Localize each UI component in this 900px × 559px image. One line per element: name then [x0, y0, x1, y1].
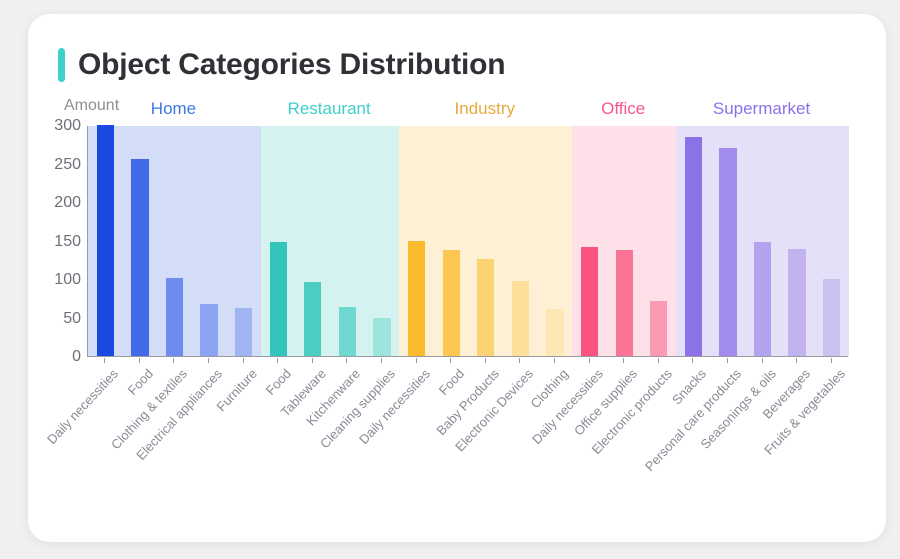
y-axis-tick-label: 300: [54, 117, 81, 134]
bar[interactable]: [788, 248, 806, 356]
x-axis-tick-mark: [727, 358, 728, 363]
group-label-restaurant: Restaurant: [287, 99, 371, 118]
bar[interactable]: [442, 249, 460, 356]
x-axis-tick-mark: [208, 358, 209, 363]
x-axis-tick-mark: [346, 358, 347, 363]
title-accent-bar: [58, 48, 65, 82]
chart-card: Object Categories Distribution Amount 0 5…: [28, 14, 886, 542]
bar-chart: Amount 0 50 100 150 200 250 300 Home Restaurant…: [28, 14, 886, 542]
x-axis-tick-mark: [173, 358, 174, 363]
group-label-office: Office: [601, 99, 646, 118]
y-axis-tick-label: 200: [54, 194, 81, 211]
bar[interactable]: [373, 317, 391, 356]
x-axis-tick-mark: [104, 358, 105, 363]
x-axis-tick-mark: [658, 358, 659, 363]
x-axis-tick-mark: [485, 358, 486, 363]
x-axis-tick-mark: [796, 358, 797, 363]
bar[interactable]: [269, 242, 287, 356]
group-label-supermarket: Supermarket: [712, 99, 811, 118]
x-axis-tick-mark: [589, 358, 590, 363]
y-axis-tick-label: 100: [54, 271, 81, 288]
x-axis-tick-mark: [623, 358, 624, 363]
page-title: Object Categories Distribution: [78, 48, 506, 81]
x-axis-tick-mark: [416, 358, 417, 363]
bar[interactable]: [823, 279, 841, 356]
x-axis-tick-label: Food: [263, 366, 295, 398]
y-axis-title: Amount: [64, 97, 120, 114]
bar[interactable]: [719, 148, 737, 356]
x-axis-tick-mark: [243, 358, 244, 363]
bar[interactable]: [407, 240, 426, 356]
group-label-industry: Industry: [454, 99, 516, 118]
bar[interactable]: [615, 249, 633, 356]
x-axis-tick-mark: [450, 358, 451, 363]
bar[interactable]: [546, 309, 564, 356]
bar[interactable]: [753, 242, 772, 356]
card-header: Object Categories Distribution: [58, 48, 506, 82]
bar[interactable]: [304, 282, 322, 356]
y-axis-tick-label: 150: [54, 232, 81, 250]
x-axis-tick-label: Food: [435, 366, 468, 398]
bar[interactable]: [96, 125, 114, 356]
x-axis-tick-mark: [554, 358, 555, 363]
bar[interactable]: [684, 136, 702, 356]
x-axis-tick-mark: [519, 358, 520, 363]
x-axis-tick-label: Daily necessities: [44, 366, 122, 448]
x-axis-tick-mark: [277, 358, 278, 363]
y-axis-tick-label: 50: [63, 309, 81, 327]
bar[interactable]: [200, 304, 218, 356]
bar[interactable]: [650, 300, 668, 356]
x-axis-tick-mark: [692, 358, 693, 363]
y-axis-tick-label: 0: [72, 348, 81, 365]
bar[interactable]: [131, 158, 149, 356]
x-axis-tick-mark: [762, 358, 763, 363]
plot-area: [87, 125, 849, 357]
bar[interactable]: [511, 280, 530, 356]
x-axis-tick-mark: [312, 358, 313, 363]
bar[interactable]: [477, 258, 495, 356]
y-axis-tick-label: 250: [54, 155, 81, 173]
bar[interactable]: [235, 307, 253, 356]
x-axis-tick-mark: [139, 358, 140, 363]
bar[interactable]: [338, 306, 357, 356]
bar[interactable]: [165, 278, 184, 356]
x-axis-tick-mark: [831, 358, 832, 363]
x-axis-tick-label: Food: [124, 366, 156, 398]
x-axis-tick-mark: [381, 358, 382, 363]
group-label-home: Home: [150, 99, 197, 118]
bar[interactable]: [580, 246, 599, 356]
